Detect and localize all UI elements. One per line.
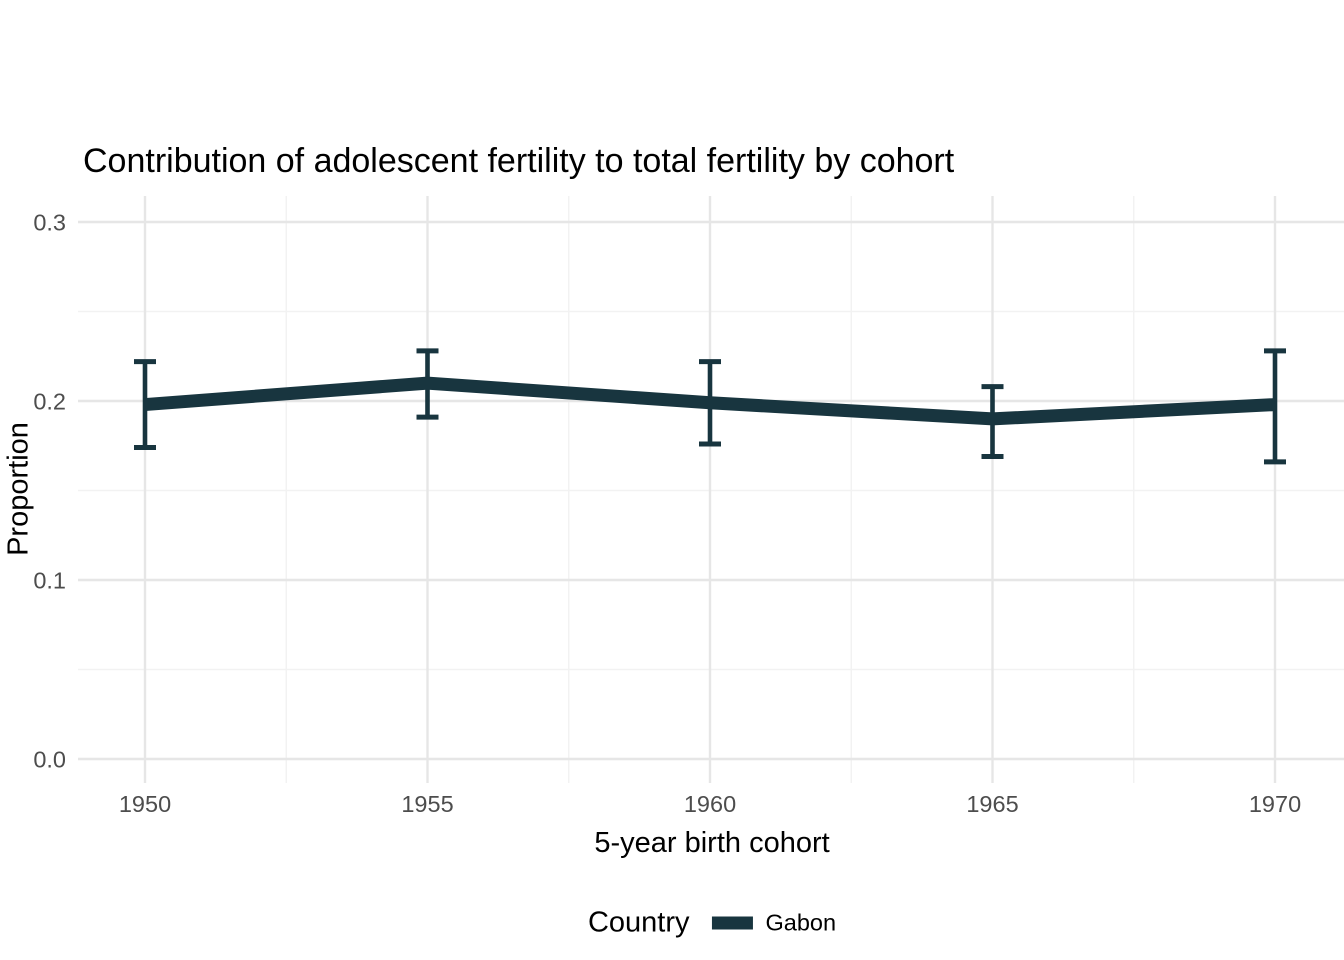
x-axis-title: 5-year birth cohort	[594, 827, 830, 859]
y-tick-label: 0.3	[33, 210, 66, 236]
y-tick-label: 0.1	[33, 568, 66, 594]
legend-title: Country	[587, 906, 690, 939]
trend-line-gabon	[144, 376, 1276, 426]
x-tick-label: 1955	[401, 791, 453, 817]
legend-label: Gabon	[765, 909, 837, 936]
legend: Country Gabon	[588, 907, 836, 940]
x-tick-label: 1950	[119, 791, 171, 817]
legend-key-line-icon	[711, 916, 753, 930]
y-axis-title: Proportion	[2, 422, 35, 556]
x-tick-label: 1960	[684, 791, 736, 817]
y-tick-label: 0.0	[33, 747, 66, 773]
y-tick-label: 0.2	[33, 389, 66, 415]
x-tick-label: 1965	[966, 791, 1018, 817]
chart-title: Contribution of adolescent fertility to …	[83, 142, 955, 180]
x-tick-label: 1970	[1249, 791, 1301, 817]
